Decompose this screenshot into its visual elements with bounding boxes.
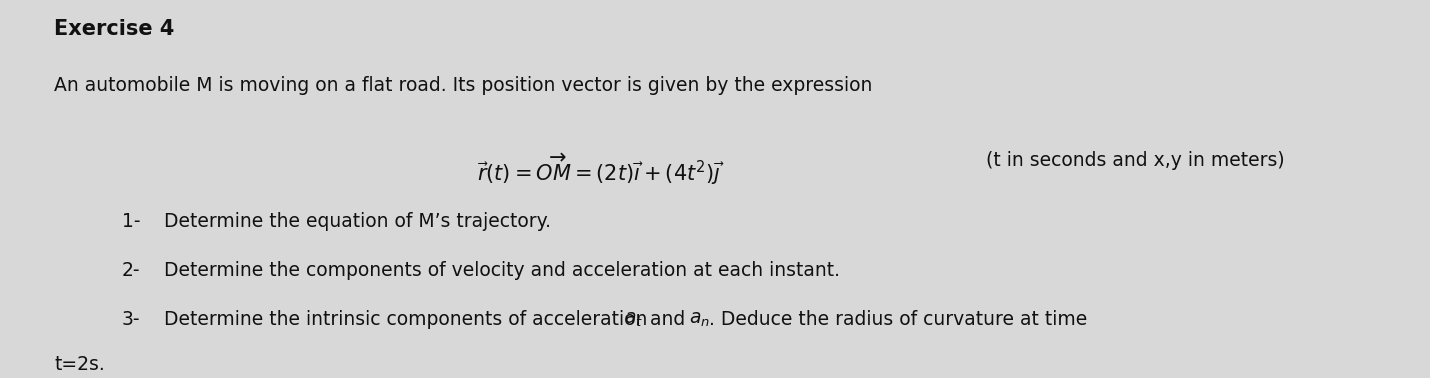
Text: Determine the intrinsic components of acceleration: Determine the intrinsic components of ac… xyxy=(164,310,654,329)
Text: Determine the equation of M’s trajectory.: Determine the equation of M’s trajectory… xyxy=(164,212,552,231)
Text: (t in seconds and x,y in meters): (t in seconds and x,y in meters) xyxy=(980,151,1284,170)
Text: $\vec{r}(t) = \overrightarrow{OM} = (2t)\vec{\imath} + (4t^2)\vec{\jmath}$: $\vec{r}(t) = \overrightarrow{OM} = (2t)… xyxy=(476,151,725,187)
Text: Determine the components of velocity and acceleration at each instant.: Determine the components of velocity and… xyxy=(164,261,841,280)
Text: Exercise 4: Exercise 4 xyxy=(54,19,174,39)
Text: t=2s.: t=2s. xyxy=(54,355,104,374)
Text: An automobile M is moving on a flat road. Its position vector is given by the ex: An automobile M is moving on a flat road… xyxy=(54,76,872,94)
Text: $a_t$: $a_t$ xyxy=(623,310,644,329)
Text: 1-: 1- xyxy=(122,212,140,231)
Text: and: and xyxy=(644,310,691,329)
Text: 3-: 3- xyxy=(122,310,140,329)
Text: . Deduce the radius of curvature at time: . Deduce the radius of curvature at time xyxy=(709,310,1087,329)
Text: 2-: 2- xyxy=(122,261,140,280)
Text: $a_n$: $a_n$ xyxy=(689,310,709,329)
